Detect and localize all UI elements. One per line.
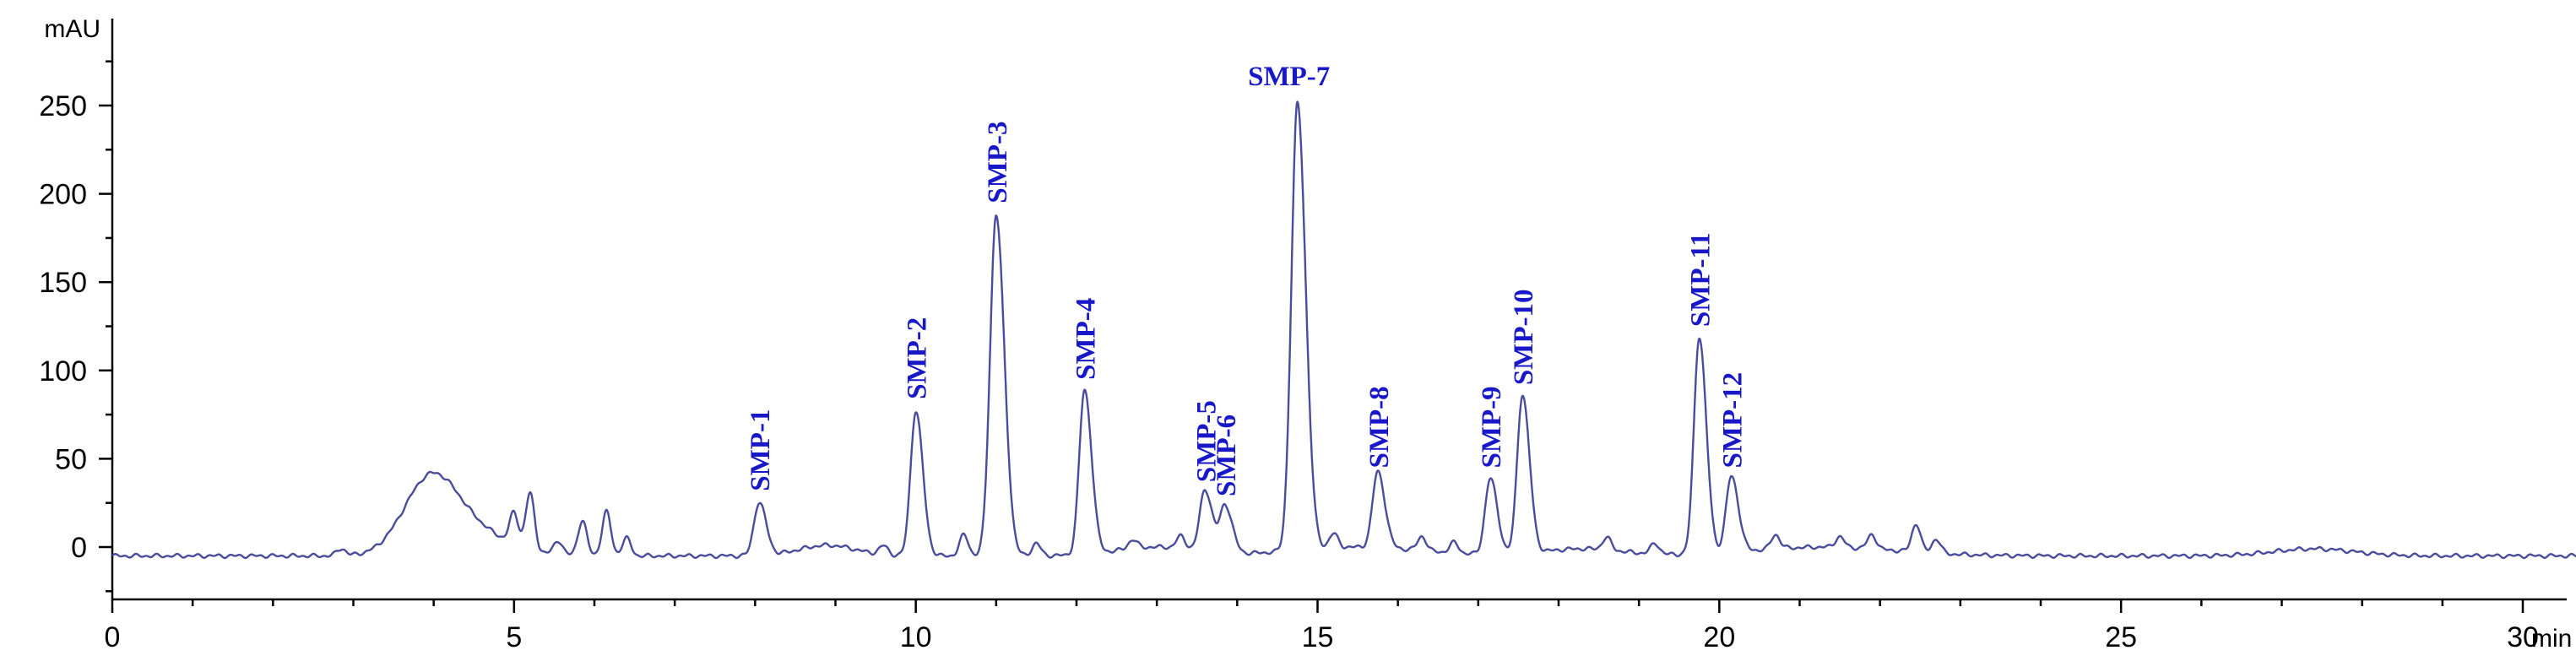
peak-label: SMP-8 (1364, 386, 1395, 468)
y-tick-label: 50 (55, 443, 87, 475)
peak-label: SMP-12 (1718, 372, 1749, 469)
x-tick-label: 25 (2105, 621, 2137, 653)
x-tick-label: 15 (1302, 621, 1334, 653)
chromatogram-trace (111, 100, 2576, 560)
peak-label: SMP-10 (1509, 290, 1539, 386)
x-tick-label: 20 (1703, 621, 1735, 653)
axes (111, 19, 2567, 601)
axis-lines (111, 19, 2567, 601)
y-tick-label: 150 (39, 267, 87, 299)
y-tick-label: 250 (39, 90, 87, 122)
x-axis-unit-label: min (2531, 625, 2572, 653)
peak-label: SMP-2 (903, 317, 933, 399)
axis-ticks: 0 50 100 150 200 250 0 5 10 15 20 25 30 (39, 60, 2539, 653)
x-tick-label: 10 (900, 621, 932, 653)
peak-label: SMP-6 (1212, 415, 1242, 496)
peak-label: SMP-9 (1477, 386, 1507, 468)
peak-label: SMP-3 (983, 122, 1013, 203)
y-axis-unit-label: mAU (44, 15, 100, 43)
x-tick-label: 0 (105, 621, 121, 653)
y-tick-label: 100 (39, 355, 87, 387)
y-tick-label: 0 (71, 532, 87, 564)
peak-label: SMP-11 (1686, 232, 1716, 327)
peak-label: SMP-5 (1191, 400, 1222, 482)
peak-label: SMP-4 (1071, 298, 1102, 380)
peak-label: SMP-1 (746, 409, 776, 491)
peak-label: SMP-7 (1248, 62, 1330, 92)
y-tick-label: 200 (39, 179, 87, 211)
x-tick-label: 30 (2507, 621, 2539, 653)
x-tick-label: 5 (506, 621, 522, 653)
